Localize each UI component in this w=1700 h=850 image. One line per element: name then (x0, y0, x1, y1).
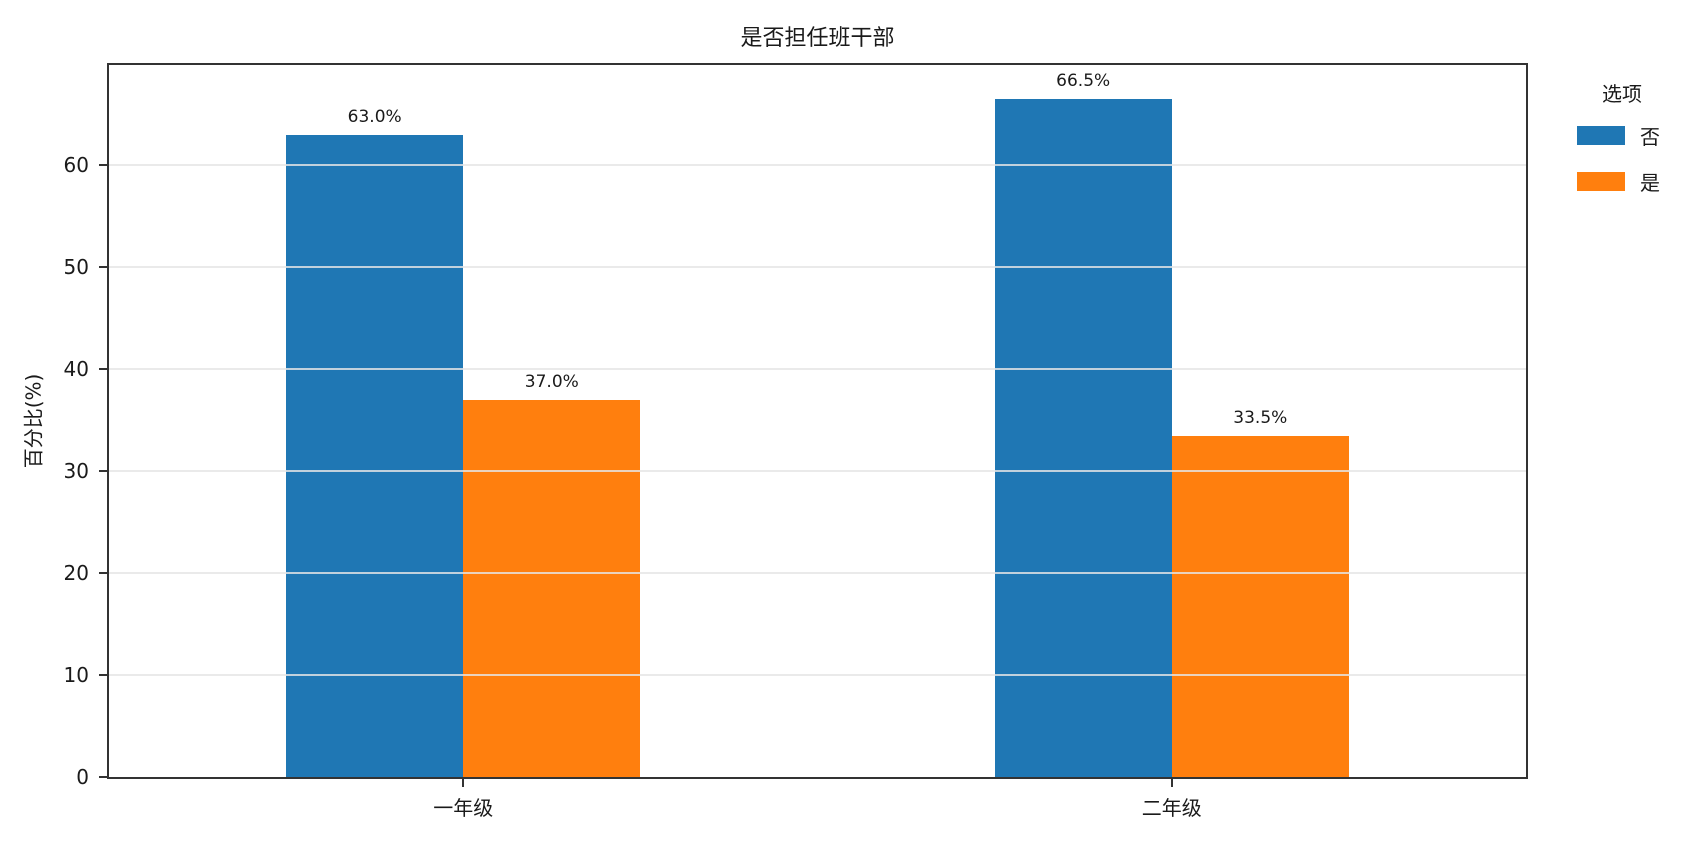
y-tick-label: 40 (63, 357, 89, 382)
bar-一年级-是 (463, 399, 641, 777)
y-tick-label: 20 (63, 561, 89, 586)
bar-value-label: 63.0% (347, 106, 402, 127)
x-tick-label-一年级: 一年级 (433, 796, 494, 820)
plot-area: 63.0% 37.0% 66.5% 33.5% (107, 63, 1528, 779)
y-tick-mark (99, 776, 107, 778)
legend-swatch (1577, 172, 1625, 191)
legend-swatch (1577, 126, 1625, 145)
bar-二年级-是 (1171, 435, 1349, 777)
bar-value-label: 66.5% (1056, 71, 1111, 92)
y-tick-label: 30 (63, 459, 89, 484)
y-tick-mark (99, 674, 107, 677)
legend-label: 否 (1640, 125, 1660, 149)
legend-items: 否是 (1577, 121, 1687, 196)
y-tick-label: 50 (63, 255, 89, 280)
legend: 选项 否是 (1577, 78, 1687, 213)
y-tick-mark (99, 164, 107, 167)
chart-title: 是否担任班干部 (740, 26, 895, 51)
y-tick-mark (99, 470, 107, 473)
y-tick-mark (99, 266, 107, 269)
x-tick-label-二年级: 二年级 (1141, 796, 1202, 820)
bar-一年级-否 (286, 134, 464, 777)
legend-item-否: 否 (1577, 121, 1687, 150)
y-tick-mark (99, 368, 107, 371)
x-tick-mark (1170, 779, 1173, 787)
bar-二年级-否 (994, 99, 1172, 777)
x-tick-mark (462, 779, 465, 787)
legend-label: 是 (1640, 171, 1660, 195)
legend-title: 选项 (1602, 82, 1642, 106)
y-tick-label: 10 (63, 663, 89, 688)
bar-value-label: 37.0% (524, 371, 579, 392)
bar-value-label: 33.5% (1233, 407, 1288, 428)
y-tick-label: 60 (63, 153, 89, 178)
y-tick-label: 0 (76, 765, 89, 789)
legend-item-是: 是 (1577, 167, 1687, 196)
y-tick-mark (99, 572, 107, 575)
y-axis-label: 百分比(%) (21, 373, 46, 469)
